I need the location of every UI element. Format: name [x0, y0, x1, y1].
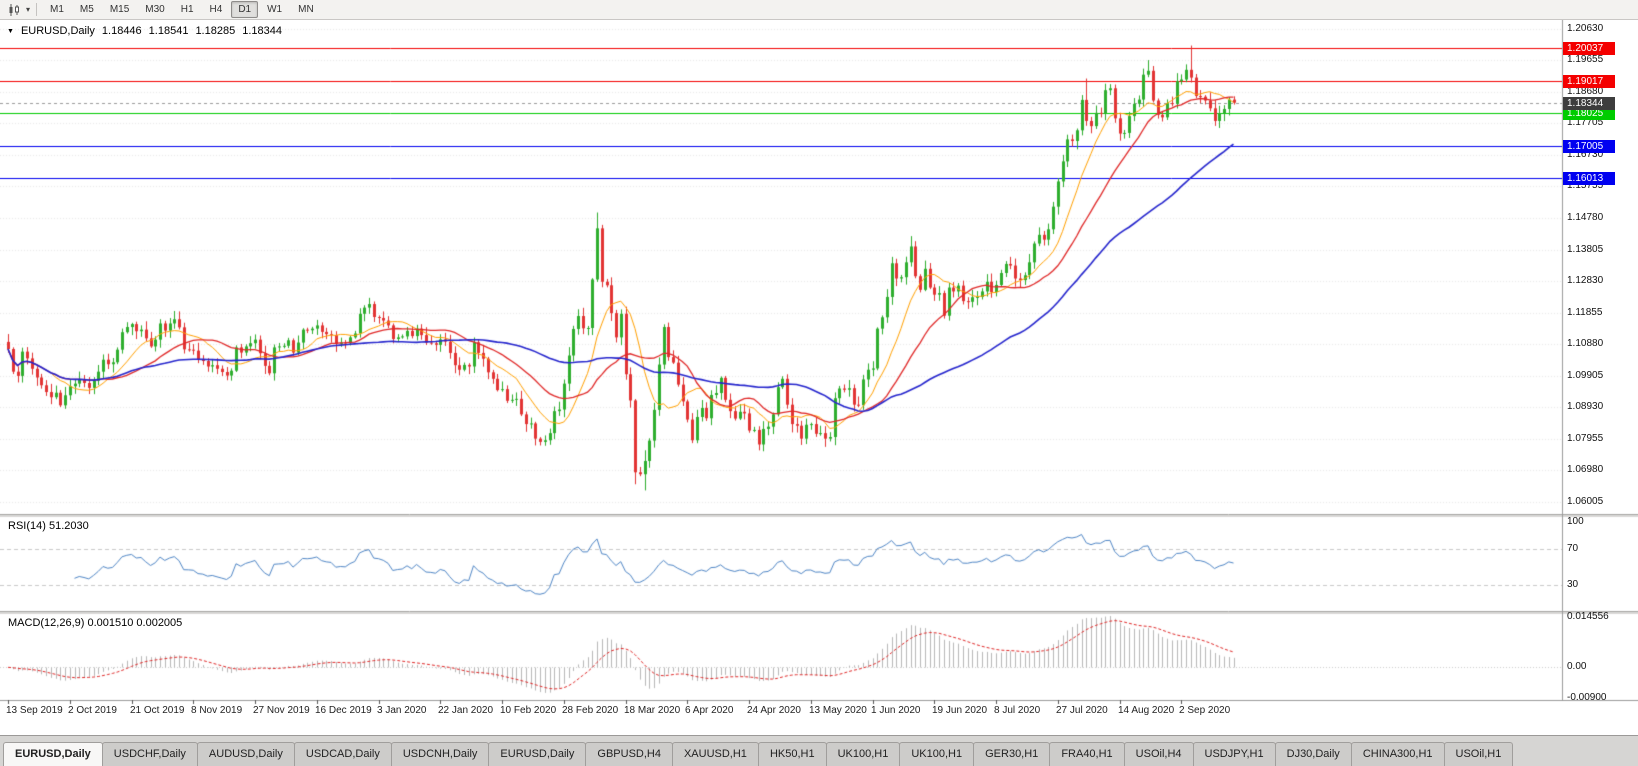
timeframe-button-m1[interactable]: M1: [50, 4, 64, 15]
price-scale-label: 1.13805: [1567, 244, 1604, 255]
price-level-tag: 1.17005: [1563, 140, 1615, 153]
price-scale-label: 1.16730: [1567, 149, 1604, 160]
date-label: 14 Aug 2020: [1118, 705, 1175, 716]
chart-tab[interactable]: USOil,H1: [1443, 742, 1514, 766]
date-label: 21 Oct 2019: [130, 705, 185, 716]
chart-tab[interactable]: EURUSD,Daily: [488, 742, 587, 766]
price-scale-label: 1.11855: [1567, 307, 1603, 318]
date-label: 8 Jul 2020: [994, 705, 1041, 716]
chart-tab[interactable]: USDCNH,Daily: [390, 742, 490, 766]
chart-tab[interactable]: USDCHF,Daily: [101, 742, 198, 766]
price-scale-label: 1.14780: [1567, 212, 1604, 223]
date-label: 6 Apr 2020: [685, 705, 734, 716]
current-price-tag: 1.18344: [1563, 97, 1615, 110]
symbol-marker-icon: ▼: [7, 27, 14, 35]
price-level-tag: 1.19017: [1563, 75, 1615, 88]
rsi-scale-label: 70: [1567, 543, 1579, 554]
chart-tab[interactable]: USDJPY,H1: [1192, 742, 1276, 766]
date-label: 3 Jan 2020: [377, 705, 427, 716]
timeframe-button-h4[interactable]: H4: [209, 4, 223, 15]
date-label: 1 Jun 2020: [871, 705, 921, 716]
price-scale-label: 1.07955: [1567, 433, 1604, 444]
date-label: 2 Sep 2020: [1179, 705, 1231, 716]
top-toolbar: ▾ M1 M5 M15 M30 H1 H4 D1 W1 MN: [0, 0, 1638, 20]
dropdown-caret-icon[interactable]: ▾: [25, 5, 30, 14]
chart-tab[interactable]: XAUUSD,H1: [671, 742, 759, 766]
price-chart-canvas[interactable]: [0, 20, 1638, 735]
quote-open: 1.18446: [101, 25, 142, 37]
price-scale-label: 1.09905: [1567, 370, 1604, 381]
chart-tab[interactable]: USDCAD,Daily: [293, 742, 392, 766]
price-scale-label: 1.20630: [1567, 23, 1604, 34]
date-label: 18 Mar 2020: [624, 705, 681, 716]
chart-area: ▼ EURUSD,Daily 1.18446 1.18541 1.18285 1…: [0, 20, 1638, 735]
date-label: 28 Feb 2020: [562, 705, 619, 716]
candlestick-chart-icon[interactable]: [5, 2, 23, 18]
date-label: 19 Jun 2020: [932, 705, 988, 716]
quote-symbol: EURUSD,Daily: [20, 25, 95, 37]
price-scale-label: 1.10880: [1567, 338, 1604, 349]
price-scale-label: 1.08930: [1567, 401, 1604, 412]
macd-scale-label: 0.00: [1567, 661, 1587, 672]
macd-label: MACD(12,26,9) 0.001510 0.002005: [8, 617, 183, 629]
timeframe-button-mn[interactable]: MN: [298, 4, 314, 15]
chart-tab[interactable]: GBPUSD,H4: [585, 742, 673, 766]
macd-scale-label: 0.014556: [1567, 611, 1609, 622]
date-label: 24 Apr 2020: [747, 705, 801, 716]
chart-tab[interactable]: AUDUSD,Daily: [196, 742, 295, 766]
macd-scale-label: -0.00900: [1567, 692, 1607, 703]
date-label: 10 Feb 2020: [500, 705, 557, 716]
price-level-tag: 1.20037: [1563, 42, 1615, 55]
chart-tab[interactable]: UK100,H1: [825, 742, 901, 766]
rsi-scale-label: 100: [1567, 516, 1584, 527]
rsi-scale-label: 30: [1567, 579, 1579, 590]
date-label: 22 Jan 2020: [438, 705, 494, 716]
quote-high: 1.18541: [148, 25, 189, 37]
chart-tab[interactable]: FRA40,H1: [1049, 742, 1125, 766]
timeframe-button-w1[interactable]: W1: [267, 4, 283, 15]
timeframe-button-h1[interactable]: H1: [180, 4, 194, 15]
chart-tab[interactable]: CHINA300,H1: [1350, 742, 1445, 766]
price-level-tag: 1.16013: [1563, 172, 1615, 185]
timeframe-button-m5[interactable]: M5: [79, 4, 94, 15]
chart-quote-line: ▼ EURUSD,Daily 1.18446 1.18541 1.18285 1…: [7, 25, 282, 37]
price-level-tag: 1.18025: [1563, 107, 1615, 120]
chart-tab[interactable]: UK100,H1: [899, 742, 975, 766]
timeframe-toolbar: M1 M5 M15 M30 H1 H4 D1 W1 MN: [43, 1, 323, 18]
date-label: 13 May 2020: [809, 705, 867, 716]
price-scale-label: 1.18680: [1567, 86, 1604, 97]
chart-tab[interactable]: DJ30,Daily: [1274, 742, 1352, 766]
chart-tab[interactable]: USOil,H4: [1123, 742, 1194, 766]
date-label: 27 Jul 2020: [1056, 705, 1108, 716]
date-label: 27 Nov 2019: [253, 705, 310, 716]
price-scale-label: 1.17705: [1567, 117, 1604, 128]
date-label: 8 Nov 2019: [191, 705, 243, 716]
date-label: 13 Sep 2019: [6, 705, 63, 716]
chart-tab[interactable]: HK50,H1: [757, 742, 827, 766]
price-scale-label: 1.15755: [1567, 180, 1604, 191]
price-scale-label: 1.06005: [1567, 496, 1604, 507]
rsi-label: RSI(14) 51.2030: [8, 520, 89, 532]
quote-low: 1.18285: [195, 25, 236, 37]
timeframe-button-d1[interactable]: D1: [231, 1, 259, 18]
chart-tab-bar: EURUSD,Daily USDCHF,Daily AUDUSD,Daily USDC…: [0, 735, 1638, 766]
timeframe-button-m15[interactable]: M15: [109, 4, 130, 15]
price-scale-label: 1.06980: [1567, 464, 1604, 475]
price-scale-label: 1.12830: [1567, 275, 1604, 286]
price-scale-label: 1.19655: [1567, 54, 1604, 65]
date-label: 2 Oct 2019: [68, 705, 117, 716]
date-label: 16 Dec 2019: [315, 705, 372, 716]
toolbar-separator: [36, 3, 37, 16]
chart-tab[interactable]: EURUSD,Daily: [3, 742, 103, 766]
chart-tab[interactable]: GER30,H1: [973, 742, 1051, 766]
timeframe-button-m30[interactable]: M30: [145, 4, 165, 15]
quote-close: 1.18344: [242, 25, 282, 37]
